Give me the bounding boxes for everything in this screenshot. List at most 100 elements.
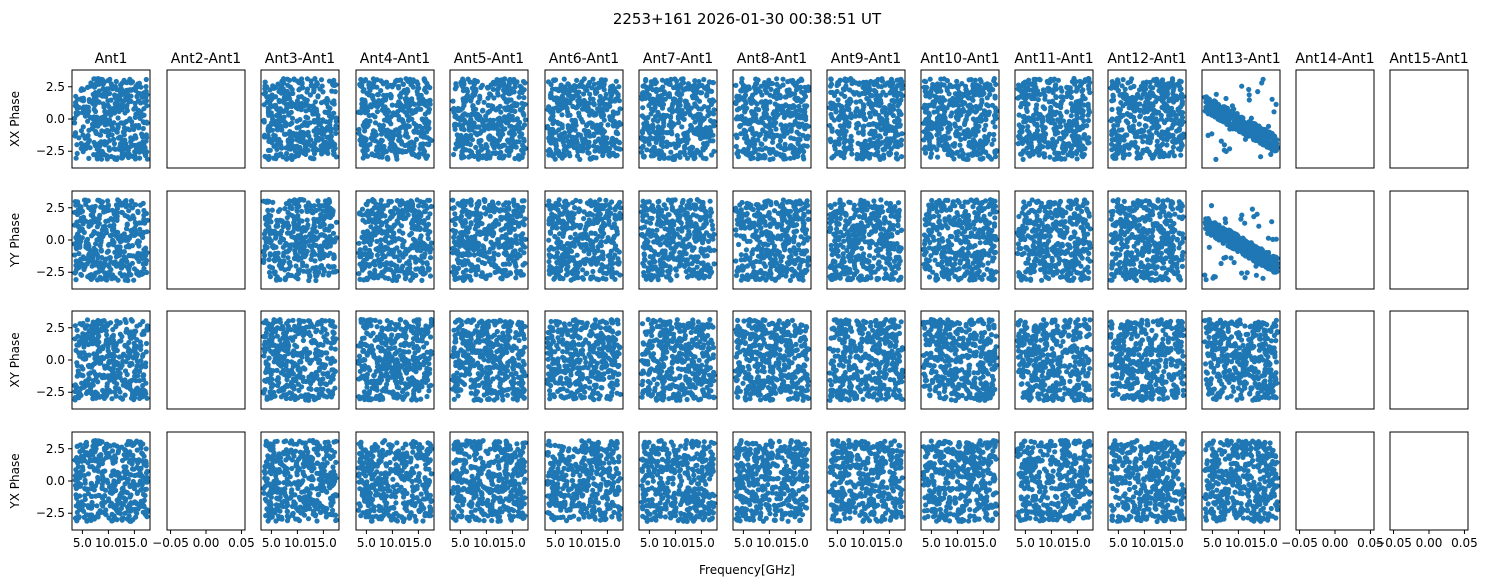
data-point [955, 133, 961, 139]
data-point [774, 81, 780, 87]
data-point [1025, 80, 1031, 86]
data-point [1178, 86, 1184, 92]
data-point [569, 136, 575, 142]
data-point [674, 133, 680, 139]
data-point [136, 108, 142, 115]
data-point [1078, 148, 1084, 154]
data-point [945, 143, 951, 149]
data-point [777, 93, 783, 99]
scatter-points-r0-c12 [1202, 76, 1280, 162]
data-point [380, 80, 386, 86]
data-point [1115, 144, 1121, 150]
data-point [480, 153, 486, 159]
data-point [695, 117, 701, 123]
data-point [593, 112, 599, 118]
data-point [1059, 88, 1065, 94]
data-point [1081, 132, 1088, 138]
data-point [784, 87, 790, 94]
data-point [742, 116, 748, 122]
data-point [487, 91, 493, 97]
scatter-points-r0-c10 [1015, 75, 1093, 162]
data-point [598, 98, 605, 105]
data-point [458, 132, 464, 139]
data-point [333, 154, 339, 160]
data-point [1273, 101, 1279, 107]
data-point [512, 100, 518, 106]
data-point [1086, 86, 1092, 92]
data-point [701, 76, 707, 83]
data-point [411, 120, 417, 127]
data-point [880, 146, 886, 153]
data-point [1110, 93, 1116, 100]
data-point [87, 145, 93, 151]
data-point [320, 89, 326, 95]
data-point [778, 133, 784, 139]
data-point [392, 145, 398, 151]
data-point [1135, 129, 1141, 135]
data-point [891, 92, 897, 98]
data-point [1178, 152, 1184, 158]
data-point [1134, 133, 1140, 139]
data-point [74, 142, 80, 148]
data-point [118, 92, 124, 98]
data-point [875, 149, 881, 155]
data-point [512, 108, 518, 114]
data-point [967, 102, 973, 108]
data-point [107, 90, 113, 97]
data-point [753, 76, 759, 82]
data-point [1147, 151, 1153, 158]
data-point [701, 141, 707, 147]
data-point [749, 111, 756, 117]
data-point [1246, 86, 1252, 93]
data-point [878, 84, 885, 90]
data-point [475, 156, 481, 162]
data-point [283, 145, 289, 151]
data-point [520, 78, 527, 85]
scatter-points-r0-c6 [639, 76, 717, 162]
data-point [927, 76, 933, 82]
data-point [420, 101, 426, 107]
data-point [360, 155, 366, 161]
data-point [842, 113, 848, 119]
data-point [890, 98, 897, 104]
data-point [1040, 118, 1046, 124]
data-point [1179, 114, 1185, 120]
data-point [1246, 97, 1252, 103]
data-point [673, 108, 679, 114]
data-point [600, 152, 606, 159]
data-point [460, 96, 466, 102]
data-point [643, 137, 649, 143]
data-point [500, 87, 507, 93]
data-point [1080, 154, 1086, 160]
data-point [783, 94, 789, 100]
data-point [567, 94, 574, 100]
scatter-points-r0-c9 [921, 76, 1000, 162]
data-point [311, 141, 317, 147]
data-point [597, 93, 603, 100]
data-point [84, 141, 90, 147]
data-point [318, 77, 325, 83]
data-point [120, 79, 126, 86]
data-point [1059, 136, 1065, 142]
data-point [580, 147, 586, 153]
data-point [644, 86, 650, 92]
data-point [94, 146, 100, 152]
data-point [698, 106, 705, 112]
data-point [767, 81, 773, 87]
data-point [928, 154, 934, 160]
data-point [885, 110, 891, 116]
data-point [109, 85, 116, 91]
data-point [467, 141, 473, 148]
data-point [671, 96, 677, 102]
data-point [840, 86, 847, 92]
data-point [549, 114, 555, 120]
data-point [591, 81, 597, 87]
data-point [127, 77, 133, 83]
data-point [855, 140, 861, 146]
data-point [788, 128, 794, 134]
data-point [697, 123, 703, 129]
data-point [406, 114, 412, 120]
data-point [930, 81, 936, 88]
data-point [881, 122, 888, 128]
data-point [1025, 124, 1031, 130]
